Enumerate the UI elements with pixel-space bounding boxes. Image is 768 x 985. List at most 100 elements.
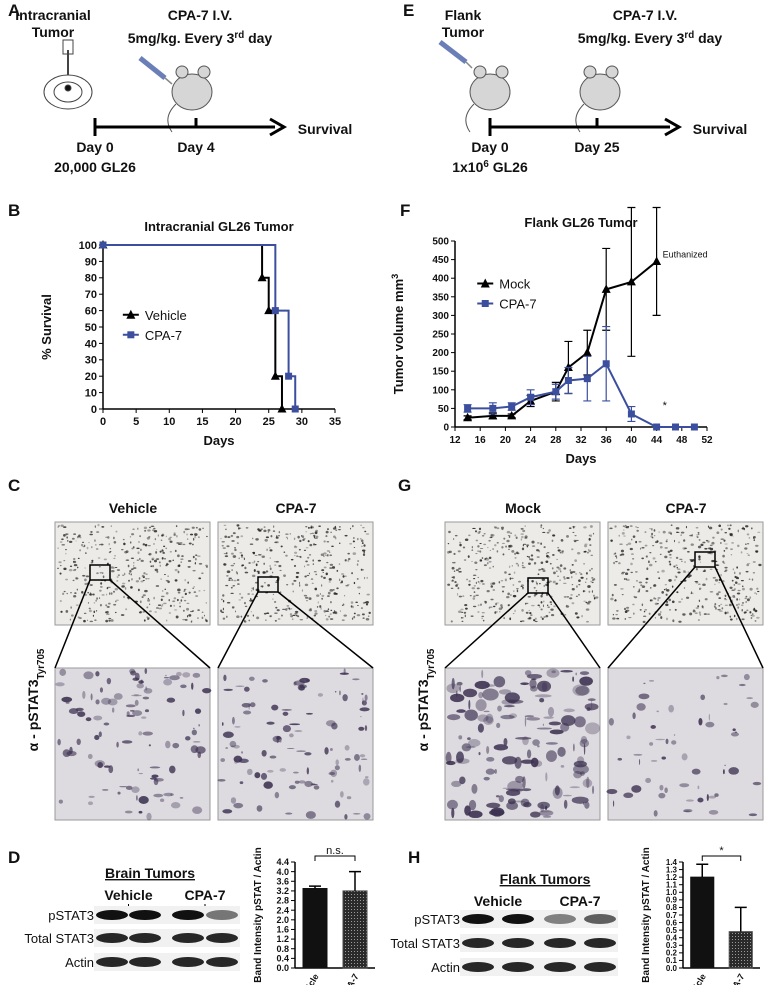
cell — [729, 615, 732, 618]
cell — [148, 536, 151, 538]
cell — [334, 611, 338, 615]
cell — [664, 547, 668, 549]
cell — [82, 690, 86, 699]
cell — [263, 781, 273, 789]
cell — [161, 533, 165, 537]
cell — [163, 557, 167, 560]
cell — [254, 772, 261, 779]
cell — [718, 582, 720, 584]
cell — [451, 677, 455, 690]
cell — [737, 529, 739, 533]
cell — [311, 783, 318, 785]
timeline-label: Day 0 — [76, 139, 114, 155]
cell — [456, 709, 466, 713]
cell — [282, 725, 292, 733]
cell — [134, 672, 140, 681]
cell — [85, 575, 90, 578]
x-tick-label: 35 — [329, 416, 341, 428]
cell — [545, 742, 558, 745]
cell — [548, 611, 551, 614]
y-tick-label: 40 — [85, 338, 97, 350]
cell — [724, 566, 728, 569]
cell — [540, 616, 543, 618]
cell — [496, 722, 501, 728]
cell — [533, 561, 537, 565]
cell — [108, 619, 111, 622]
cell — [716, 531, 720, 535]
cell — [131, 547, 134, 550]
cell — [113, 603, 117, 606]
cell — [548, 721, 562, 726]
cell — [708, 795, 717, 799]
marker — [264, 305, 274, 315]
cell — [192, 569, 196, 572]
cell — [201, 611, 204, 614]
cell — [682, 613, 686, 616]
cell — [746, 609, 749, 612]
cell — [635, 526, 637, 528]
tumor-label: Tumor — [32, 24, 75, 40]
cell — [655, 738, 666, 741]
y-tick-label: 100 — [432, 385, 449, 396]
cell — [488, 539, 491, 542]
cell — [169, 765, 176, 774]
cell — [684, 547, 686, 550]
cell — [97, 557, 101, 559]
cell — [521, 547, 525, 551]
cell — [303, 538, 306, 540]
cell — [193, 586, 195, 588]
cell — [586, 578, 588, 580]
cell — [737, 606, 740, 609]
cell — [244, 571, 249, 574]
cell — [169, 536, 173, 538]
cell — [536, 680, 552, 692]
cell — [174, 549, 177, 553]
cell — [664, 787, 668, 794]
cell — [502, 787, 509, 789]
cell — [653, 535, 656, 537]
cell — [250, 611, 252, 613]
cell — [495, 795, 500, 798]
cell — [73, 533, 77, 535]
cell — [485, 558, 490, 561]
tumor-label: Flank — [445, 7, 482, 23]
cell — [310, 578, 314, 580]
significance-bracket — [314, 855, 356, 861]
cell — [195, 595, 199, 597]
cell — [718, 524, 722, 528]
cell — [362, 527, 365, 529]
cell — [740, 579, 744, 582]
cell — [241, 703, 251, 708]
mouse-icon — [575, 65, 621, 133]
significance: * — [719, 845, 724, 857]
cell — [67, 540, 69, 542]
cell — [591, 590, 593, 593]
cell — [110, 569, 115, 573]
cell — [654, 602, 658, 606]
cell — [198, 724, 200, 727]
x-tick-label: 44 — [651, 435, 663, 446]
cell — [515, 562, 519, 565]
marker — [291, 405, 299, 413]
cell — [276, 535, 278, 538]
cell — [248, 619, 251, 622]
cell — [247, 593, 251, 595]
cell — [494, 527, 498, 529]
cell — [533, 760, 543, 767]
cell — [175, 525, 178, 528]
cell — [238, 599, 242, 601]
cell — [324, 747, 329, 755]
cell — [301, 535, 305, 539]
cell — [244, 566, 247, 570]
cell — [631, 538, 633, 541]
cell — [546, 531, 550, 534]
cell — [669, 580, 671, 582]
cell — [475, 699, 487, 712]
cell — [641, 603, 644, 607]
cell — [175, 615, 179, 619]
y-tick-label: 1.0 — [666, 888, 678, 897]
bar — [342, 890, 368, 969]
series-line — [467, 362, 695, 428]
cell — [275, 581, 278, 584]
cell — [195, 554, 197, 556]
